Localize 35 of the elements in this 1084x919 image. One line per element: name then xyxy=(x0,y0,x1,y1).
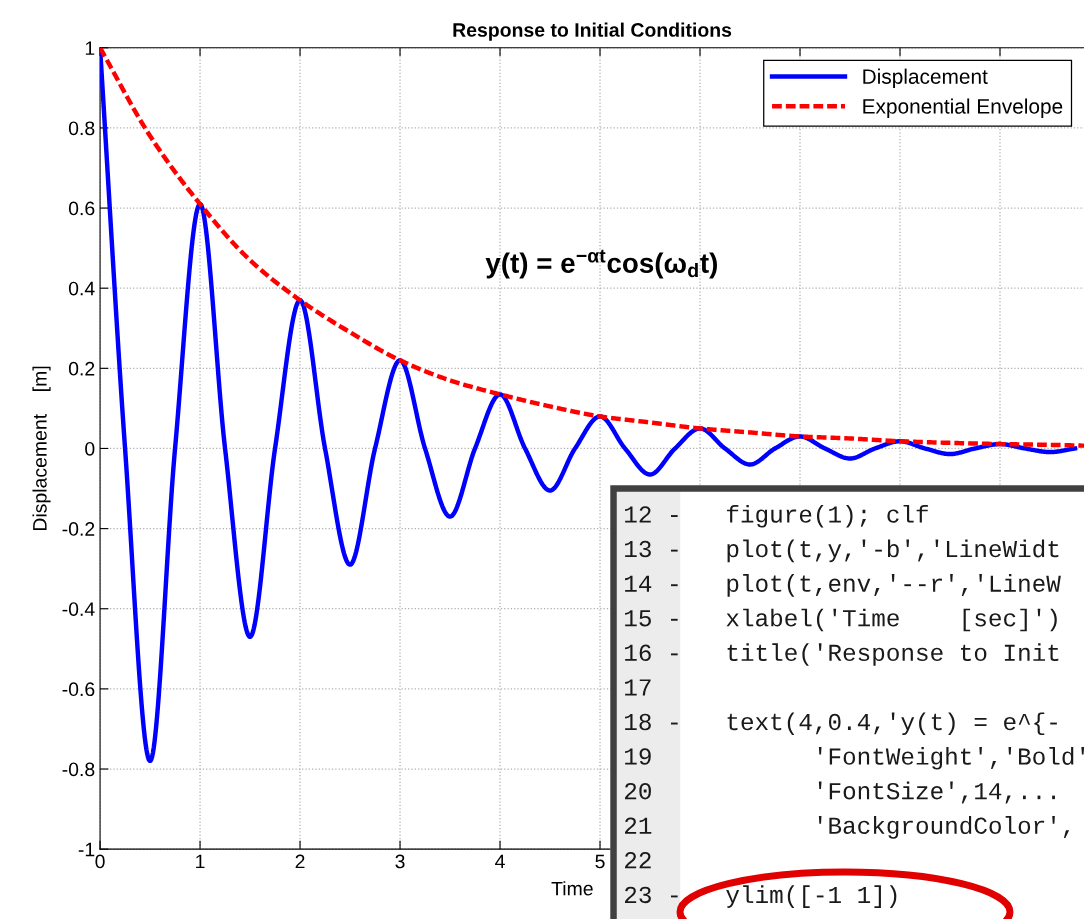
annotation: 18 - text(4,0.4,'y(t) = e^{- xyxy=(625,712,1057,736)
text: 23 - ylim([-1 1]) xyxy=(624,885,897,908)
x-tick-label: 3 xyxy=(395,854,405,869)
legend-label: Displacement xyxy=(863,68,988,89)
legend-label: Exponential Envelope xyxy=(863,98,1063,118)
text: 22 xyxy=(624,852,651,869)
annotation: 12 - figure(1); clf xyxy=(625,504,929,528)
y-tick-label: 0.4 xyxy=(68,281,95,296)
y-tick-label: -1 xyxy=(78,842,95,857)
annotation: 13 - plot(t,y,'-b','LineWidt xyxy=(625,539,1059,563)
x-tick-label: 5 xyxy=(595,854,605,869)
annotation: 17 xyxy=(625,679,651,696)
y-tick-label: 0.2 xyxy=(68,361,95,376)
x-tick-label: 4 xyxy=(495,854,505,869)
chart-title: Response to Initial Conditions xyxy=(453,22,732,41)
y-tick-label: 1 xyxy=(85,41,95,55)
y-tick-label: -0.6 xyxy=(62,682,95,697)
y-tick-label: 0.6 xyxy=(68,201,95,216)
y-tick-label: -0.4 xyxy=(62,602,95,616)
annotation: 20 'FontSize',14,... xyxy=(624,781,1055,804)
y-tick-label: -0.2 xyxy=(62,522,95,536)
y-tick-label: 0.8 xyxy=(68,121,95,136)
y-axis-title: Displacement [m] xyxy=(32,366,51,531)
annotation: y(t) = e$^{−αt}$cos(ω$_{d}$t) xyxy=(485,249,717,279)
annotation: 19 'FontWeight','Bold' xyxy=(625,746,1084,770)
annotation: 14 - plot(t,env,'--r','LineW xyxy=(625,574,1061,597)
x-axis-title: Time xyxy=(551,881,593,896)
x-tick-label: 0 xyxy=(95,854,105,869)
x-tick-label: 1 xyxy=(196,854,205,869)
y-tick-label: -0.8 xyxy=(62,762,95,777)
annotation: 15 - xlabel('Time [sec]') xyxy=(625,608,1057,632)
annotation: 16 - title('Response to Init xyxy=(625,643,1059,666)
y-tick-label: 0 xyxy=(85,441,95,456)
annotation: 21 'BackgroundColor', xyxy=(624,816,1070,839)
x-tick-label: 2 xyxy=(295,854,305,869)
